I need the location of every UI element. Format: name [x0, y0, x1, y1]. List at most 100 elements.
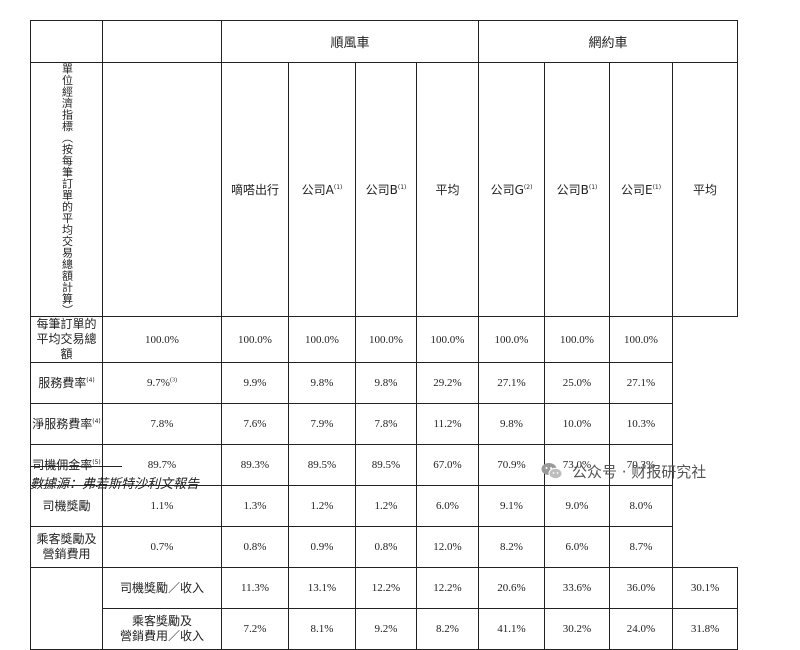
row-label-line: 平均交易總額: [36, 332, 97, 361]
footnote-marker: (2): [523, 184, 533, 191]
table-row: 乘客獎勵及 營銷費用／收入 7.2% 8.1% 9.2% 8.2% 41.1% 30.2% 24…: [31, 608, 739, 650]
value-cell: 100.0%: [415, 316, 480, 363]
value-cell: 100.0%: [288, 316, 356, 363]
value-cell: 8.7%: [609, 526, 674, 568]
value-text: 0.7%: [150, 541, 174, 553]
footnote-marker: (1): [652, 184, 662, 191]
value-text: 36.0%: [626, 582, 656, 594]
column-header-label: 平均: [693, 183, 718, 197]
column-header-label: 公司A: [301, 183, 334, 197]
column-header-label: 嘀嗒出行: [230, 183, 279, 197]
value-cell: 6.0%: [544, 526, 611, 568]
value-cell: 29.2%: [415, 362, 480, 404]
value-cell: 30.2%: [544, 608, 611, 650]
value-text: 89.3%: [240, 459, 270, 471]
value-text: 7.9%: [310, 418, 334, 430]
footnote-marker: (1): [588, 184, 598, 191]
row-label: 司機獎勵／收入: [102, 567, 222, 609]
value-cell: 7.6%: [221, 403, 289, 445]
value-cell: 33.6%: [544, 567, 611, 609]
row-label: 乘客獎勵及 營銷費用: [30, 526, 103, 568]
value-cell: 9.1%: [478, 485, 546, 527]
value-cell: 36.0%: [609, 567, 674, 609]
value-text: 29.2%: [433, 377, 462, 389]
value-cell: 30.1%: [672, 567, 739, 609]
value-text: 100.0%: [494, 333, 529, 346]
value-cell: 25.0%: [544, 362, 611, 404]
value-cell: 9.9%: [221, 362, 289, 404]
column-header-label: 公司G: [490, 183, 524, 197]
value-text: 7.2%: [243, 623, 267, 635]
value-text: 12.2%: [433, 582, 462, 594]
value-text: 20.6%: [497, 582, 526, 594]
column-header: 公司G(2): [478, 62, 546, 317]
row-label-line: 乘客獎勵及: [131, 614, 192, 628]
value-text: 9.9%: [243, 377, 267, 389]
value-text: 7.6%: [243, 418, 267, 430]
value-text: 1.1%: [150, 500, 174, 512]
value-text: 100.0%: [430, 333, 465, 346]
value-cell: 9.0%: [544, 485, 611, 527]
value-cell: 31.8%: [672, 608, 739, 650]
value-text: 12.0%: [433, 541, 462, 553]
table-row: 司機佣金率(5) 89.7% 89.3% 89.5% 89.5% 67.0% 70.9% 73…: [30, 444, 738, 486]
value-text: 6.0%: [436, 500, 459, 512]
value-text: 6.0%: [565, 541, 589, 553]
value-cell: 1.2%: [288, 485, 356, 527]
table-row: 每筆訂單的 平均交易總額 100.0% 100.0% 100.0% 100.0% 100.0…: [30, 316, 738, 363]
row-label-line: 司機佣金率: [32, 457, 93, 472]
value-cell: 24.0%: [609, 608, 674, 650]
value-cell: 9.8%: [288, 362, 356, 404]
value-text: 9.8%: [500, 418, 523, 430]
value-cell: 100.0%: [221, 316, 289, 363]
value-text: 0.8%: [374, 541, 398, 553]
group-header-wangyue: 網約車: [478, 20, 739, 63]
value-cell: 8.1%: [288, 608, 356, 650]
group-header-row: 順風車 網約車: [30, 20, 739, 63]
column-header-label: 平均: [435, 183, 460, 197]
value-cell: 9.7%(3): [102, 362, 222, 404]
table-row: 司機獎勵／收入 11.3% 13.1% 12.2% 12.2% 20.6% 33.6% 36.…: [30, 567, 739, 650]
value-text: 0.8%: [243, 541, 267, 553]
blank-left-cell: [30, 567, 103, 650]
value-text: 89.7%: [147, 459, 177, 471]
value-cell: 27.1%: [609, 362, 674, 404]
value-text: 9.2%: [374, 623, 398, 635]
row-label-line: 司機獎勵／收入: [119, 580, 204, 595]
value-text: 7.8%: [374, 418, 398, 430]
value-text: 100.0%: [145, 333, 179, 346]
column-header-label: 公司E: [620, 183, 653, 197]
value-text: 11.3%: [240, 582, 269, 594]
row-label: 司機佣金率(5): [30, 444, 103, 486]
value-text: 33.6%: [562, 582, 592, 594]
value-cell: 7.2%: [221, 608, 289, 650]
value-text: 25.0%: [562, 377, 592, 389]
value-text: 0.9%: [310, 541, 334, 553]
metrics-table: 順風車 網約車 單位經濟指標（按每筆訂單的平均交易總額計算） 嘀嗒出行 公司A(1…: [30, 20, 739, 650]
value-text: 7.8%: [150, 418, 174, 430]
value-text: 100.0%: [238, 333, 272, 346]
row-label-line: 每筆訂單的: [36, 317, 97, 331]
footnote-marker: (1): [333, 184, 343, 191]
value-text: 70.9%: [497, 459, 526, 471]
table-row: 服務費率(4) 9.7%(3) 9.9% 9.8% 9.8% 29.2% 27.1% 25.0…: [30, 362, 738, 404]
value-text: 9.8%: [374, 377, 398, 389]
value-text: 30.2%: [562, 623, 592, 635]
value-text: 1.3%: [243, 500, 267, 512]
value-cell: 70.3%: [609, 444, 674, 486]
value-cell: 8.0%: [609, 485, 674, 527]
value-cell: 89.3%: [221, 444, 289, 486]
value-text: 89.5%: [371, 459, 401, 471]
value-cell: 0.8%: [221, 526, 289, 568]
value-cell: 1.3%: [221, 485, 289, 527]
row-label-header-cell: [102, 62, 222, 317]
value-cell: 100.0%: [609, 316, 674, 363]
value-text: 27.1%: [626, 377, 656, 389]
value-cell: 1.2%: [355, 485, 417, 527]
column-header: 公司B(1): [544, 62, 611, 317]
value-text: 10.0%: [562, 418, 592, 430]
row-label: 每筆訂單的 平均交易總額: [30, 316, 103, 363]
wechat-icon: [541, 463, 563, 480]
value-cell: 0.8%: [355, 526, 417, 568]
value-text: 9.1%: [500, 500, 523, 512]
